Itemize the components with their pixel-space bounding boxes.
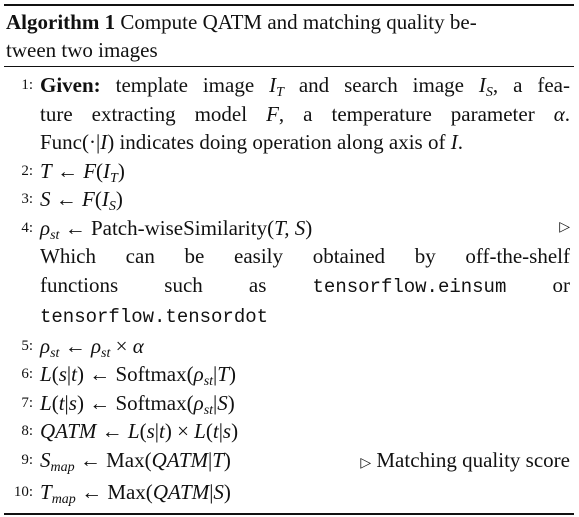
comment-text: or [552,272,571,297]
line-number: 3: [21,191,33,207]
line-number: 6: [21,366,33,382]
algorithm-label: Algorithm 1 [6,10,116,34]
line-text: ) indicates doing operation along axis o… [107,130,446,154]
algo-line-5: 5: ρst ← ρst × α [4,332,574,361]
line-number: 5: [21,337,33,354]
given-label: Given: [40,73,101,97]
algo-line-3: 3: S ← F(IS) [4,185,574,214]
line-number: 1: [21,77,33,93]
comment-triangle-icon: ▷ [360,455,372,471]
line-number: 2: [21,162,33,179]
algo-line-1: 1: Given: template image IT and search i… [4,71,574,157]
algo-line-6: 6: L(s|t) ← Softmax(ρst|T) [4,360,574,389]
algorithm-block: Algorithm 1 Compute QATM and matching qu… [4,4,574,515]
comment-text: Matching quality score [376,447,570,472]
line-text: Func(·| [40,130,101,154]
algorithm-title-line2: tween two images [6,38,158,62]
line-text: . [457,130,463,154]
line-text: ture extracting model [40,101,248,126]
algo-line-10: 10: Tmap ← Max(QATM|S) [4,478,574,507]
algorithm-body: 1: Given: template image IT and search i… [4,67,574,513]
algo-line-2: 2: T ← F(IT) [4,157,574,186]
line-number: 9: [21,451,33,468]
line-number: 4: [21,219,33,236]
caption-rule [4,66,574,67]
line-number: 10: [13,484,33,500]
algorithm-title-line1: Compute QATM and matching quality be- [120,10,477,34]
line-number: 8: [21,423,33,439]
function-name: Patch-wiseSimilarity( [90,215,275,240]
comment-text: functions such as [40,272,267,297]
comment-triangle-icon: ▷ [559,219,570,235]
algo-line-7: 7: L(t|s) ← Softmax(ρst|S) [4,389,574,418]
function-name: Softmax( [115,390,194,415]
line-text: , a fea- [492,73,570,97]
code-function: tensorflow.tensordot [40,306,269,328]
line-text: template image [115,73,255,97]
bottom-rule [4,512,574,515]
algo-line-4: 4: ρst ← Patch-wiseSimilarity(T, S) ▷ Whi… [4,214,574,332]
algo-line-8: 8: QATM ← L(s|t) × L(t|s) [4,417,574,446]
line-text: and search image [298,73,464,97]
function-name: Softmax( [115,362,194,386]
algorithm-caption: Algorithm 1 Compute QATM and matching qu… [4,6,574,66]
line-text: . [564,101,570,126]
top-rule [4,4,574,6]
code-function: tensorflow.einsum [312,275,507,298]
line-number: 7: [21,394,33,411]
function-name: Max( [107,480,153,504]
algo-line-9: 9: Smap ← Max(QATM|T) ▷ Matching quality … [4,446,574,479]
comment-text: Which can be easily obtained by off-the-… [40,244,570,268]
line-text: , a temperature parameter [278,101,535,126]
function-name: Max( [106,447,152,472]
